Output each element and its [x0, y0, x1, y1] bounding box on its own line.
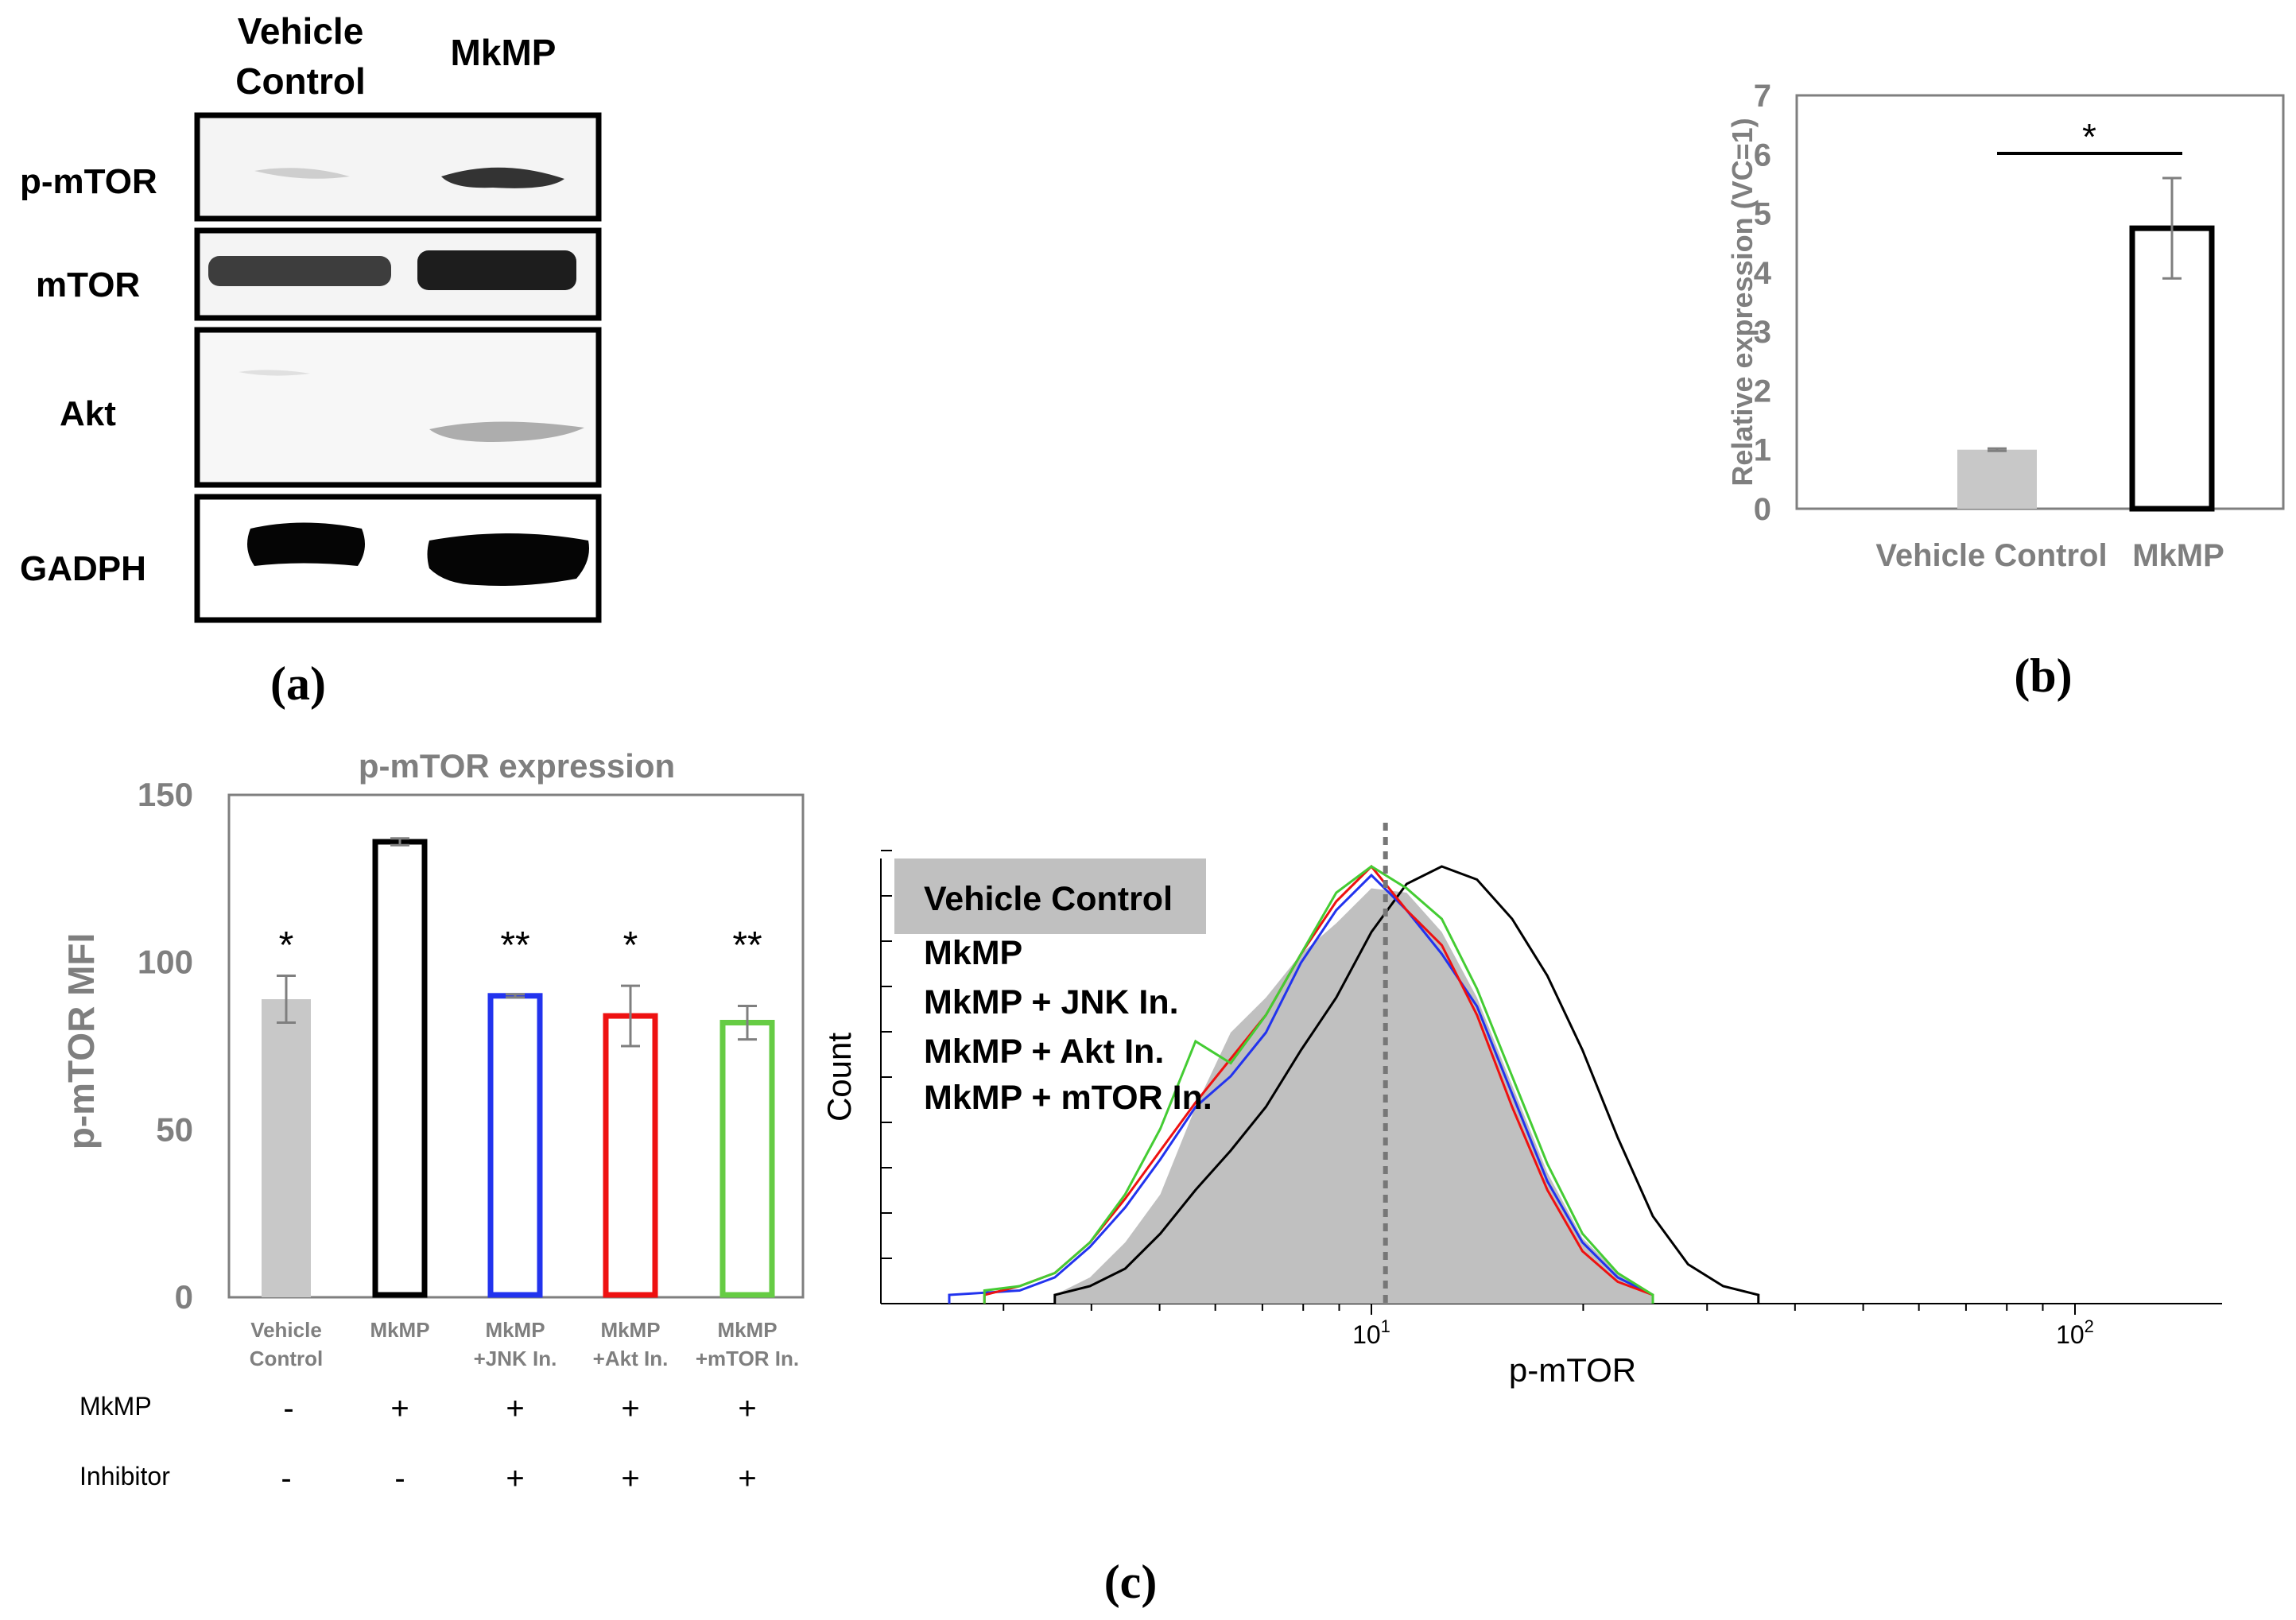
y-tick-label: 150: [138, 776, 193, 813]
significance-mark: **: [732, 924, 762, 967]
sign-inhibitor: +: [506, 1461, 524, 1496]
x-tick-label: 102: [2056, 1316, 2094, 1349]
series-line-4: [983, 865, 1654, 1304]
y-tick-label: 3: [1754, 315, 1771, 350]
legend-entry: MkMP + Akt In.: [924, 1033, 1164, 1071]
series-line-2: [948, 873, 1654, 1304]
y-tick-label: 50: [156, 1110, 193, 1148]
bar-3: [603, 1013, 658, 1298]
y-axis-label: Count: [820, 1033, 858, 1122]
x-tick-label-line1: Vehicle: [250, 1318, 322, 1342]
blot-label-gadph: GADPH: [20, 549, 146, 588]
x-tick-label-line1: MkMP: [370, 1318, 429, 1342]
row-label-inhibitor: Inhibitor: [80, 1462, 170, 1490]
band-p-mtor-vehicle: [254, 168, 350, 179]
y-tick-label: 4: [1754, 256, 1772, 291]
bar-1: [372, 839, 428, 1298]
legend-entry: Vehicle Control: [924, 880, 1173, 918]
series-vehicle-control-fill: [1054, 888, 1653, 1304]
y-axis-label: Relative expression (VC=1): [1726, 118, 1759, 486]
y-tick-label: 100: [138, 944, 193, 981]
sign-inhibitor: +: [621, 1461, 639, 1496]
lane-label-mkmp: MkMP: [451, 32, 557, 73]
sign-mkmp: +: [390, 1391, 409, 1426]
y-tick-label: 6: [1754, 138, 1771, 172]
x-tick-label: 101: [1352, 1316, 1390, 1349]
x-tick-label-line1: MkMP: [717, 1318, 777, 1342]
y-axis-label: p-mTOR MFI: [60, 933, 102, 1150]
x-tick-label-line1: MkMP: [485, 1318, 545, 1342]
sign-inhibitor: +: [738, 1461, 756, 1496]
y-tick-label: 5: [1754, 197, 1771, 232]
bar-4: [719, 1020, 775, 1298]
sign-mkmp: +: [506, 1391, 524, 1426]
significance-mark: *: [623, 924, 638, 967]
sign-mkmp: +: [621, 1391, 639, 1426]
y-tick-label: 0: [1754, 492, 1771, 527]
bar-vehicle-control: [1957, 449, 2037, 509]
band-mtor-mkmp: [417, 250, 576, 290]
panel-b-bar-chart: 0 1 2 3 4 5 6 7 Relative expression (VC=1) Vehicl…: [1726, 79, 2285, 573]
panel-c-mfi-bar-chart: p-mTOR expression 0 50 100 150 p-mTOR MFI * Veh…: [60, 747, 805, 1370]
y-tick-label: 1: [1754, 433, 1771, 468]
blot-akt: [194, 327, 602, 488]
x-tick-label-vehicle-control: Vehicle Control: [1875, 538, 2107, 573]
plot-frame: [227, 793, 805, 1299]
legend-entry: MkMP + mTOR In.: [924, 1079, 1212, 1117]
plot-frame: [1795, 94, 2285, 510]
sign-inhibitor: -: [394, 1461, 405, 1496]
condition-signs: - + + + + - - + + +: [281, 1391, 756, 1496]
row-label-mkmp: MkMP: [80, 1392, 152, 1420]
significance-mark: **: [500, 924, 529, 967]
band-gadph-mkmp: [427, 533, 589, 586]
blot-mtor: [194, 227, 602, 321]
tick-exponent: 2: [2085, 1316, 2094, 1336]
significance-star: *: [2082, 116, 2096, 157]
x-tick-label-line2: +Akt In.: [593, 1347, 669, 1370]
blot-gadph: [194, 494, 602, 623]
x-tick-label-line2: +JNK In.: [474, 1347, 557, 1370]
sign-inhibitor: -: [281, 1461, 291, 1496]
blot-label-p-mtor: p-mTOR: [20, 162, 157, 201]
y-tick-label: 7: [1754, 79, 1771, 114]
condition-table: MkMP Inhibitor - + + + + - - + + +: [80, 1391, 757, 1496]
panel-b-label: (b): [2014, 649, 2072, 702]
bar-0: [262, 999, 311, 1297]
lane-label-vehicle-line1: Vehicle: [238, 10, 364, 52]
tick-exponent: 1: [1381, 1316, 1390, 1336]
sign-mkmp: -: [283, 1391, 293, 1426]
blot-label-akt: Akt: [60, 394, 116, 433]
panel-a-label: (a): [270, 657, 326, 710]
y-tick-label: 0: [175, 1278, 193, 1316]
band-akt-vehicle: [239, 370, 310, 376]
panel-a-western-blot: Vehicle Control MkMP p-mTOR mTOR Akt GAD…: [20, 10, 602, 710]
series-line-1: [1053, 865, 1760, 1304]
blot-label-mtor: mTOR: [36, 265, 140, 304]
legend-box-vehicle-control: [894, 858, 1206, 934]
band-p-mtor-mkmp: [441, 167, 564, 188]
legend-entry: MkMP: [924, 934, 1022, 972]
blot-p-mtor: [194, 112, 602, 222]
band-mtor-vehicle: [208, 256, 391, 286]
lane-label-vehicle-line2: Control: [235, 60, 366, 102]
band-akt-mkmp: [429, 421, 584, 442]
tick-base: 10: [2056, 1320, 2085, 1349]
x-tick-label-mkmp: MkMP: [2132, 538, 2224, 573]
band-gadph-vehicle: [247, 522, 365, 566]
tick-base: 10: [1352, 1320, 1381, 1349]
y-tick-label: 2: [1754, 374, 1771, 409]
legend: Vehicle Control MkMP MkMP + JNK In. MkMP + …: [894, 858, 1212, 1117]
x-tick-label-line2: Control: [250, 1347, 323, 1370]
sign-mkmp: +: [738, 1391, 756, 1426]
x-tick-label-line1: MkMP: [600, 1318, 660, 1342]
bar-2: [487, 993, 543, 1298]
panel-c-label: (c): [1104, 1556, 1158, 1608]
significance-mark: *: [279, 924, 294, 967]
x-tick-label-line2: +mTOR In.: [696, 1347, 799, 1370]
legend-entry: MkMP + JNK In.: [924, 983, 1179, 1021]
chart-title: p-mTOR expression: [359, 747, 675, 785]
x-axis-label: p-mTOR: [1509, 1351, 1636, 1389]
